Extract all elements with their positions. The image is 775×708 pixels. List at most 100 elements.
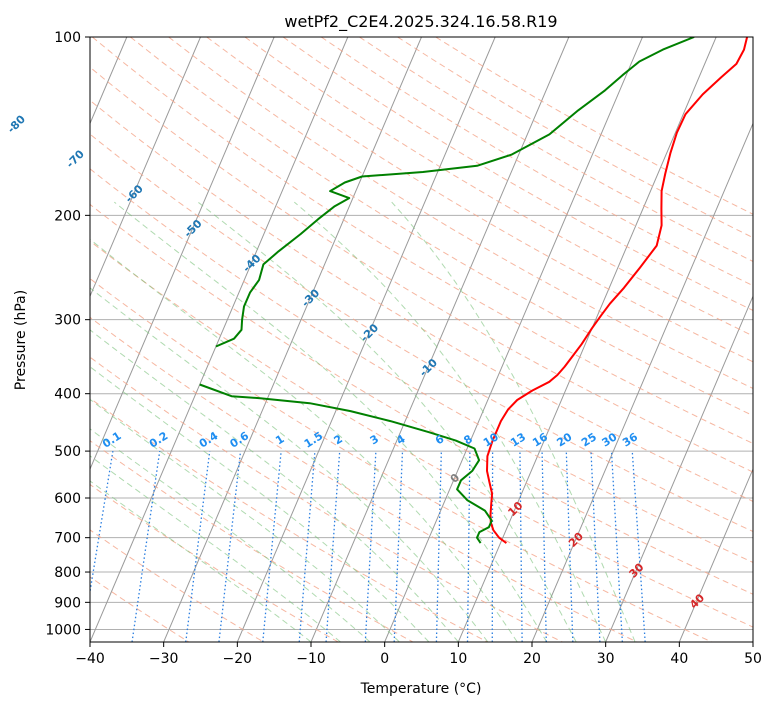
moist-adiabat	[90, 238, 518, 642]
moist-adiabat	[90, 428, 371, 642]
dry-adiabat	[90, 356, 563, 642]
dry-adiabat	[435, 37, 753, 215]
moist-adiabat	[391, 201, 636, 642]
mixing-ratio-label: 13	[508, 430, 528, 449]
isotherm	[90, 37, 349, 642]
x-tick-label: −30	[149, 651, 179, 667]
dry-adiabat	[168, 37, 753, 389]
isotherm	[384, 37, 643, 642]
moist-adiabat	[197, 201, 577, 642]
x-tick-label: 10	[449, 651, 467, 667]
isotherm	[678, 467, 753, 642]
temperature-line	[486, 37, 749, 544]
isotherm	[752, 640, 753, 642]
dewpoint-upper-line	[215, 37, 695, 348]
moist-adiabat	[90, 455, 341, 642]
y-tick-label: 600	[54, 491, 81, 507]
y-tick-label: 500	[54, 444, 81, 460]
x-tick-label: 30	[597, 651, 615, 667]
moist-adiabat	[90, 329, 459, 642]
y-tick-label: 100	[54, 30, 81, 46]
y-tick-label: 900	[54, 595, 81, 611]
dry-adiabat	[90, 440, 414, 642]
mixing-ratio-line	[466, 451, 471, 642]
isotherm-label: -10	[417, 356, 440, 379]
y-tick-label: 300	[54, 313, 81, 329]
x-tick-label: −10	[296, 651, 326, 667]
dry-adiabat	[206, 37, 753, 363]
x-tick-label: 20	[523, 651, 541, 667]
dry-adiabat	[90, 529, 264, 642]
isotherm-label: -30	[299, 286, 322, 309]
dry-adiabat	[90, 576, 190, 642]
mixing-ratio-label: 0.1	[100, 429, 123, 450]
mixing-ratio-line	[610, 451, 624, 642]
plot-frame	[89, 36, 754, 643]
y-tick-label: 400	[54, 387, 81, 403]
mixing-ratio-label: 25	[579, 430, 599, 449]
x-tick-label: −40	[75, 651, 105, 667]
dry-adiabat	[91, 37, 753, 445]
isotherm	[163, 37, 422, 642]
isotherm	[90, 37, 201, 298]
axes: −40 −30 −20 −10 0 10 20 30 40 50 100 200 300 400 500 60…	[45, 30, 762, 667]
mixing-ratio-label: 2	[332, 432, 345, 447]
isotherm-label: -40	[240, 252, 263, 275]
background-lines	[90, 37, 753, 642]
isotherm-label: -70	[64, 147, 87, 170]
mixing-ratio-line	[185, 451, 211, 642]
mixing-ratio-line	[218, 451, 242, 642]
dry-adiabat	[90, 203, 753, 595]
isotherm-label: -80	[5, 112, 28, 135]
y-tick-label: 200	[54, 208, 81, 224]
y-axis-label: Pressure (hPa)	[13, 290, 29, 390]
isotherm-label: -60	[123, 182, 146, 205]
moist-adiabat	[113, 201, 548, 642]
mixing-ratio-line	[131, 451, 161, 642]
isotherm	[236, 37, 496, 642]
y-tick-label: 700	[54, 531, 81, 547]
isotherm	[531, 122, 753, 642]
dry-adiabat	[359, 37, 753, 263]
moist-adiabat	[90, 480, 312, 642]
mixing-ratio-label: 20	[554, 430, 574, 449]
mixing-ratio-line	[435, 451, 442, 642]
moist-adiabat	[90, 366, 430, 642]
dry-adiabat	[90, 483, 339, 642]
isotherm-label: -50	[181, 217, 204, 240]
mixing-ratio-line	[631, 451, 646, 642]
dry-adiabat	[90, 397, 488, 642]
moist-adiabat	[90, 287, 489, 642]
isotherm-label: 30	[627, 560, 647, 580]
x-tick-label: −20	[223, 651, 253, 667]
mixing-ratio-line	[298, 451, 316, 642]
dewpoint-line	[199, 383, 493, 544]
isotherm-label: 10	[505, 499, 525, 519]
x-tick-label: 0	[380, 651, 389, 667]
moist-adiabat	[90, 398, 400, 642]
x-tick-label: 50	[744, 651, 762, 667]
mixing-ratio-label: 0.6	[228, 429, 252, 451]
dry-adiabat	[282, 37, 753, 312]
x-axis-label: Temperature (°C)	[360, 681, 482, 697]
dry-adiabat	[90, 133, 753, 533]
isotherm	[90, 37, 275, 471]
mixing-ratio-label: 1	[273, 432, 286, 447]
line-labels: 0.10.20.40.611.52346810131620253036-100-…	[5, 112, 708, 611]
chart-title: wetPf2_C2E4.2025.324.16.58.R19	[284, 12, 557, 32]
moist-adiabat	[293, 201, 607, 642]
mixing-ratio-line	[90, 450, 114, 596]
x-tick-label: 40	[670, 651, 688, 667]
isotherm	[605, 295, 753, 642]
dry-adiabat	[90, 168, 753, 563]
series-lines	[199, 37, 749, 544]
mixing-ratio-label: 10	[481, 430, 501, 449]
isotherm-label: 40	[687, 591, 707, 611]
dry-adiabat	[90, 278, 712, 642]
y-tick-label: 1000	[45, 622, 81, 638]
mixing-ratio-label: 30	[600, 430, 620, 449]
mixing-ratio-label: 0.4	[197, 429, 221, 451]
dry-adiabat	[90, 99, 753, 502]
y-tick-label: 800	[54, 565, 81, 581]
